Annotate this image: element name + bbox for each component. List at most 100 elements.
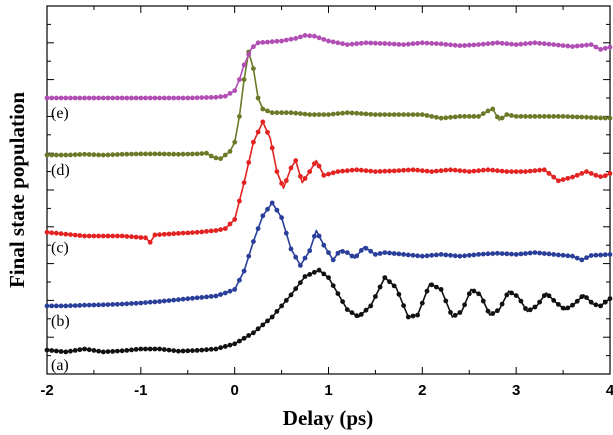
data-point <box>237 277 242 283</box>
data-point <box>91 233 97 239</box>
data-point <box>556 302 561 307</box>
data-point <box>401 252 406 257</box>
data-point <box>63 95 69 101</box>
data-point <box>185 151 191 157</box>
data-point <box>471 252 477 258</box>
data-point <box>307 248 313 254</box>
data-point <box>115 348 120 354</box>
data-point <box>354 110 360 116</box>
data-point <box>147 95 153 101</box>
x-tick-label: -2 <box>40 382 53 399</box>
data-point <box>199 95 205 100</box>
data-point <box>490 251 496 256</box>
data-point <box>166 298 172 303</box>
data-point <box>326 275 331 280</box>
data-point <box>584 295 589 300</box>
data-point <box>452 42 458 48</box>
data-point <box>387 168 392 174</box>
data-point <box>485 41 491 47</box>
data-point <box>415 253 420 259</box>
data-point <box>176 348 181 354</box>
data-point <box>485 167 491 173</box>
data-point <box>171 297 177 303</box>
data-point <box>485 308 491 314</box>
data-point <box>344 307 350 312</box>
data-point <box>260 213 266 219</box>
data-point <box>330 170 336 176</box>
data-point <box>58 95 64 101</box>
data-point <box>537 167 542 173</box>
data-point <box>377 41 383 46</box>
data-point <box>222 152 228 158</box>
data-point <box>490 311 496 316</box>
data-point <box>396 291 402 297</box>
data-point <box>602 252 608 258</box>
data-point <box>373 294 378 299</box>
data-point <box>312 269 317 275</box>
data-point <box>471 288 477 294</box>
data-point <box>419 112 425 117</box>
data-point <box>255 226 261 232</box>
data-point <box>119 233 125 239</box>
data-point <box>208 228 214 234</box>
data-point <box>190 295 195 301</box>
data-point <box>321 172 327 178</box>
data-point <box>157 151 163 157</box>
data-point <box>607 296 613 301</box>
data-point <box>227 91 233 96</box>
data-point <box>602 45 608 51</box>
data-point <box>560 43 566 48</box>
data-point <box>518 169 524 175</box>
data-point <box>396 112 402 117</box>
data-point <box>410 313 416 319</box>
series-d <box>44 49 613 162</box>
data-point <box>279 181 284 186</box>
data-point <box>124 95 130 101</box>
data-point <box>570 114 575 120</box>
data-point <box>443 167 449 173</box>
data-point <box>161 95 167 101</box>
data-point <box>593 115 599 121</box>
data-point <box>570 302 575 308</box>
data-point <box>344 110 350 116</box>
data-point <box>171 95 177 101</box>
data-point <box>49 230 55 236</box>
data-point <box>537 40 542 46</box>
data-point <box>448 167 453 173</box>
data-point <box>222 93 228 99</box>
data-point <box>204 229 209 234</box>
data-point <box>312 33 317 39</box>
data-point <box>368 168 374 174</box>
data-point <box>424 288 430 294</box>
data-point <box>138 95 144 101</box>
data-point <box>91 302 97 308</box>
data-point <box>161 298 167 304</box>
curve-labels: (a) (b) (c) (d) (e) <box>51 105 70 374</box>
data-point <box>302 255 308 261</box>
data-point <box>246 333 252 338</box>
data-point <box>518 41 524 47</box>
data-point <box>513 114 519 119</box>
data-point <box>518 298 524 304</box>
data-point <box>607 252 613 257</box>
data-point <box>504 292 510 298</box>
data-point <box>129 347 134 353</box>
data-point <box>316 163 322 169</box>
data-point <box>574 298 580 304</box>
data-point <box>222 290 228 296</box>
data-point <box>546 114 552 119</box>
data-point <box>218 227 224 233</box>
series-line <box>46 121 611 244</box>
data-point <box>363 307 369 313</box>
data-point <box>115 301 120 307</box>
data-point <box>77 303 83 308</box>
data-point <box>115 95 120 101</box>
data-point <box>194 295 200 301</box>
curve-label: (a) <box>51 357 69 374</box>
data-point <box>166 231 172 237</box>
data-point <box>476 168 481 174</box>
data-point <box>415 40 420 46</box>
data-point <box>68 152 73 158</box>
data-point <box>133 300 139 306</box>
data-point <box>326 171 331 177</box>
